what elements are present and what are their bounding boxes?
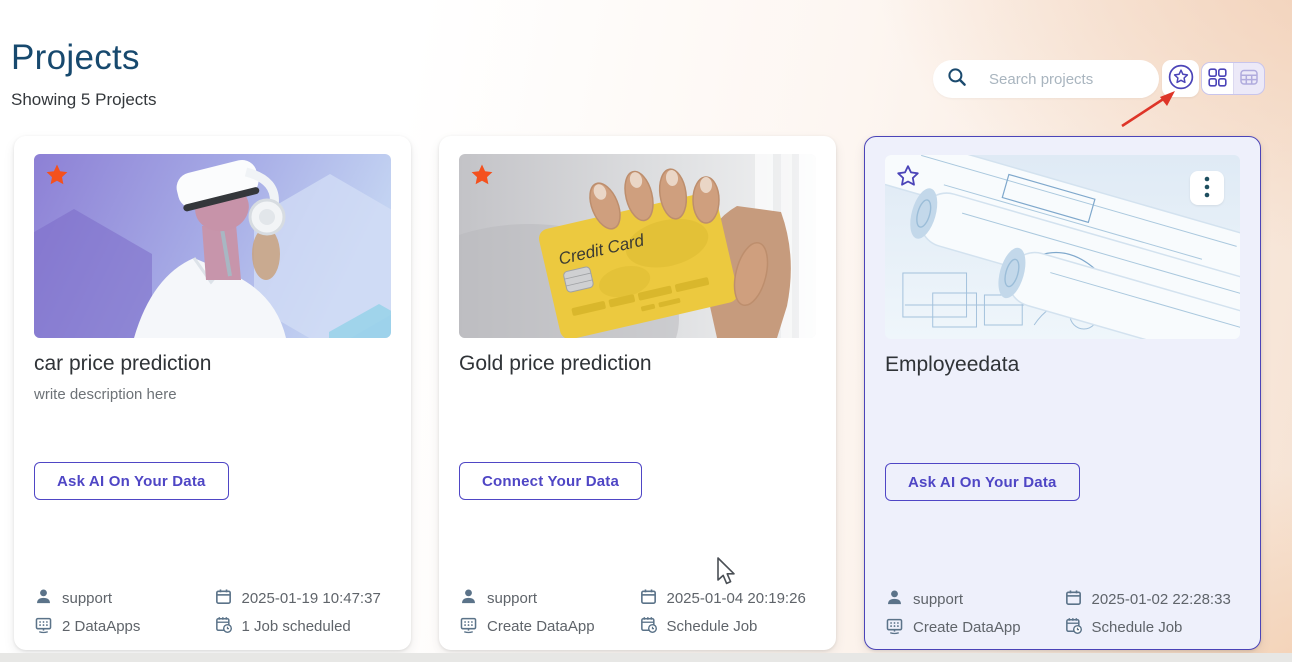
search-bar[interactable] xyxy=(933,60,1159,98)
page-subtitle: Showing 5 Projects xyxy=(11,90,157,109)
project-thumbnail[interactable]: Credit Card xyxy=(459,154,816,338)
calendar-icon xyxy=(1064,588,1083,611)
favorite-star-icon[interactable] xyxy=(44,162,70,188)
calendar-icon xyxy=(214,587,233,610)
blueprints-image xyxy=(885,155,1240,339)
dataapp-icon xyxy=(885,616,904,639)
project-thumbnail[interactable] xyxy=(885,155,1240,339)
created-label: 2025-01-04 20:19:26 xyxy=(666,589,806,607)
project-title: Gold price prediction xyxy=(459,352,652,375)
connect-data-button[interactable]: Connect Your Data xyxy=(459,462,643,500)
created-item: 2025-01-02 22:28:33 xyxy=(1064,585,1243,613)
person-icon xyxy=(885,588,904,611)
calendar-icon xyxy=(639,587,658,610)
dataapps-item[interactable]: Create DataApp xyxy=(885,613,1064,641)
project-thumbnail[interactable] xyxy=(34,154,391,338)
created-item: 2025-01-19 10:47:37 xyxy=(214,584,394,612)
owner-item: support xyxy=(459,584,639,612)
dataapps-label: Create DataApp xyxy=(913,618,1021,636)
project-description: write description here xyxy=(34,386,177,403)
ask-ai-button[interactable]: Ask AI On Your Data xyxy=(885,463,1080,501)
dataapp-icon xyxy=(34,615,53,638)
vr-headset-image xyxy=(34,154,391,338)
favorite-star-icon[interactable] xyxy=(469,162,495,188)
star-circle-icon xyxy=(1167,63,1195,94)
dataapp-icon xyxy=(459,615,478,638)
dataapps-item[interactable]: Create DataApp xyxy=(459,612,639,640)
dataapps-item[interactable]: 2 DataApps xyxy=(34,612,214,640)
page-title: Projects xyxy=(11,38,140,77)
table-view-button[interactable] xyxy=(1234,63,1265,94)
view-toggle xyxy=(1201,62,1265,95)
person-icon xyxy=(34,587,53,610)
jobs-label: Schedule Job xyxy=(1091,618,1183,636)
schedule-icon xyxy=(214,615,233,638)
card-footer: support 2025-01-02 22:28:33 Create DataA… xyxy=(885,585,1242,641)
created-label: 2025-01-19 10:47:37 xyxy=(241,589,381,607)
project-card[interactable]: Credit Card xyxy=(439,136,836,650)
project-title: Employeedata xyxy=(885,353,1020,376)
page-bottom-strip xyxy=(0,653,1292,662)
search-icon xyxy=(947,67,967,92)
dataapps-label: Create DataApp xyxy=(487,617,595,635)
owner-label: support xyxy=(62,589,113,607)
owner-item: support xyxy=(885,585,1064,613)
schedule-icon xyxy=(639,615,658,638)
grid-view-icon xyxy=(1208,67,1227,90)
grid-view-button[interactable] xyxy=(1202,63,1234,94)
created-item: 2025-01-04 20:19:26 xyxy=(639,584,819,612)
favorites-filter-button[interactable] xyxy=(1162,60,1199,97)
owner-item: support xyxy=(34,584,214,612)
jobs-item[interactable]: 1 Job scheduled xyxy=(214,612,394,640)
project-card[interactable]: Employeedata Ask AI On Your Data support… xyxy=(864,136,1261,650)
card-menu-button[interactable] xyxy=(1190,171,1224,205)
project-title: car price prediction xyxy=(34,352,212,375)
dataapps-label: 2 DataApps xyxy=(62,617,141,635)
jobs-item[interactable]: Schedule Job xyxy=(1064,613,1243,641)
owner-label: support xyxy=(487,589,538,607)
card-footer: support 2025-01-04 20:19:26 Create DataA… xyxy=(459,584,818,640)
project-card-grid: car price prediction write description h… xyxy=(14,136,1261,650)
project-card[interactable]: car price prediction write description h… xyxy=(14,136,411,650)
person-icon xyxy=(459,587,478,610)
search-input[interactable] xyxy=(989,70,1149,88)
card-footer: support 2025-01-19 10:47:37 2 DataApps 1… xyxy=(34,584,393,640)
jobs-item[interactable]: Schedule Job xyxy=(639,612,819,640)
schedule-icon xyxy=(1064,616,1083,639)
owner-label: support xyxy=(913,590,964,608)
table-view-icon xyxy=(1239,67,1259,90)
ask-ai-button[interactable]: Ask AI On Your Data xyxy=(34,462,229,500)
favorite-star-outline-icon[interactable] xyxy=(895,163,921,189)
credit-card-image: Credit Card xyxy=(459,154,816,338)
jobs-label: 1 Job scheduled xyxy=(241,617,351,635)
created-label: 2025-01-02 22:28:33 xyxy=(1091,590,1231,608)
jobs-label: Schedule Job xyxy=(666,617,758,635)
kebab-icon xyxy=(1204,176,1210,201)
